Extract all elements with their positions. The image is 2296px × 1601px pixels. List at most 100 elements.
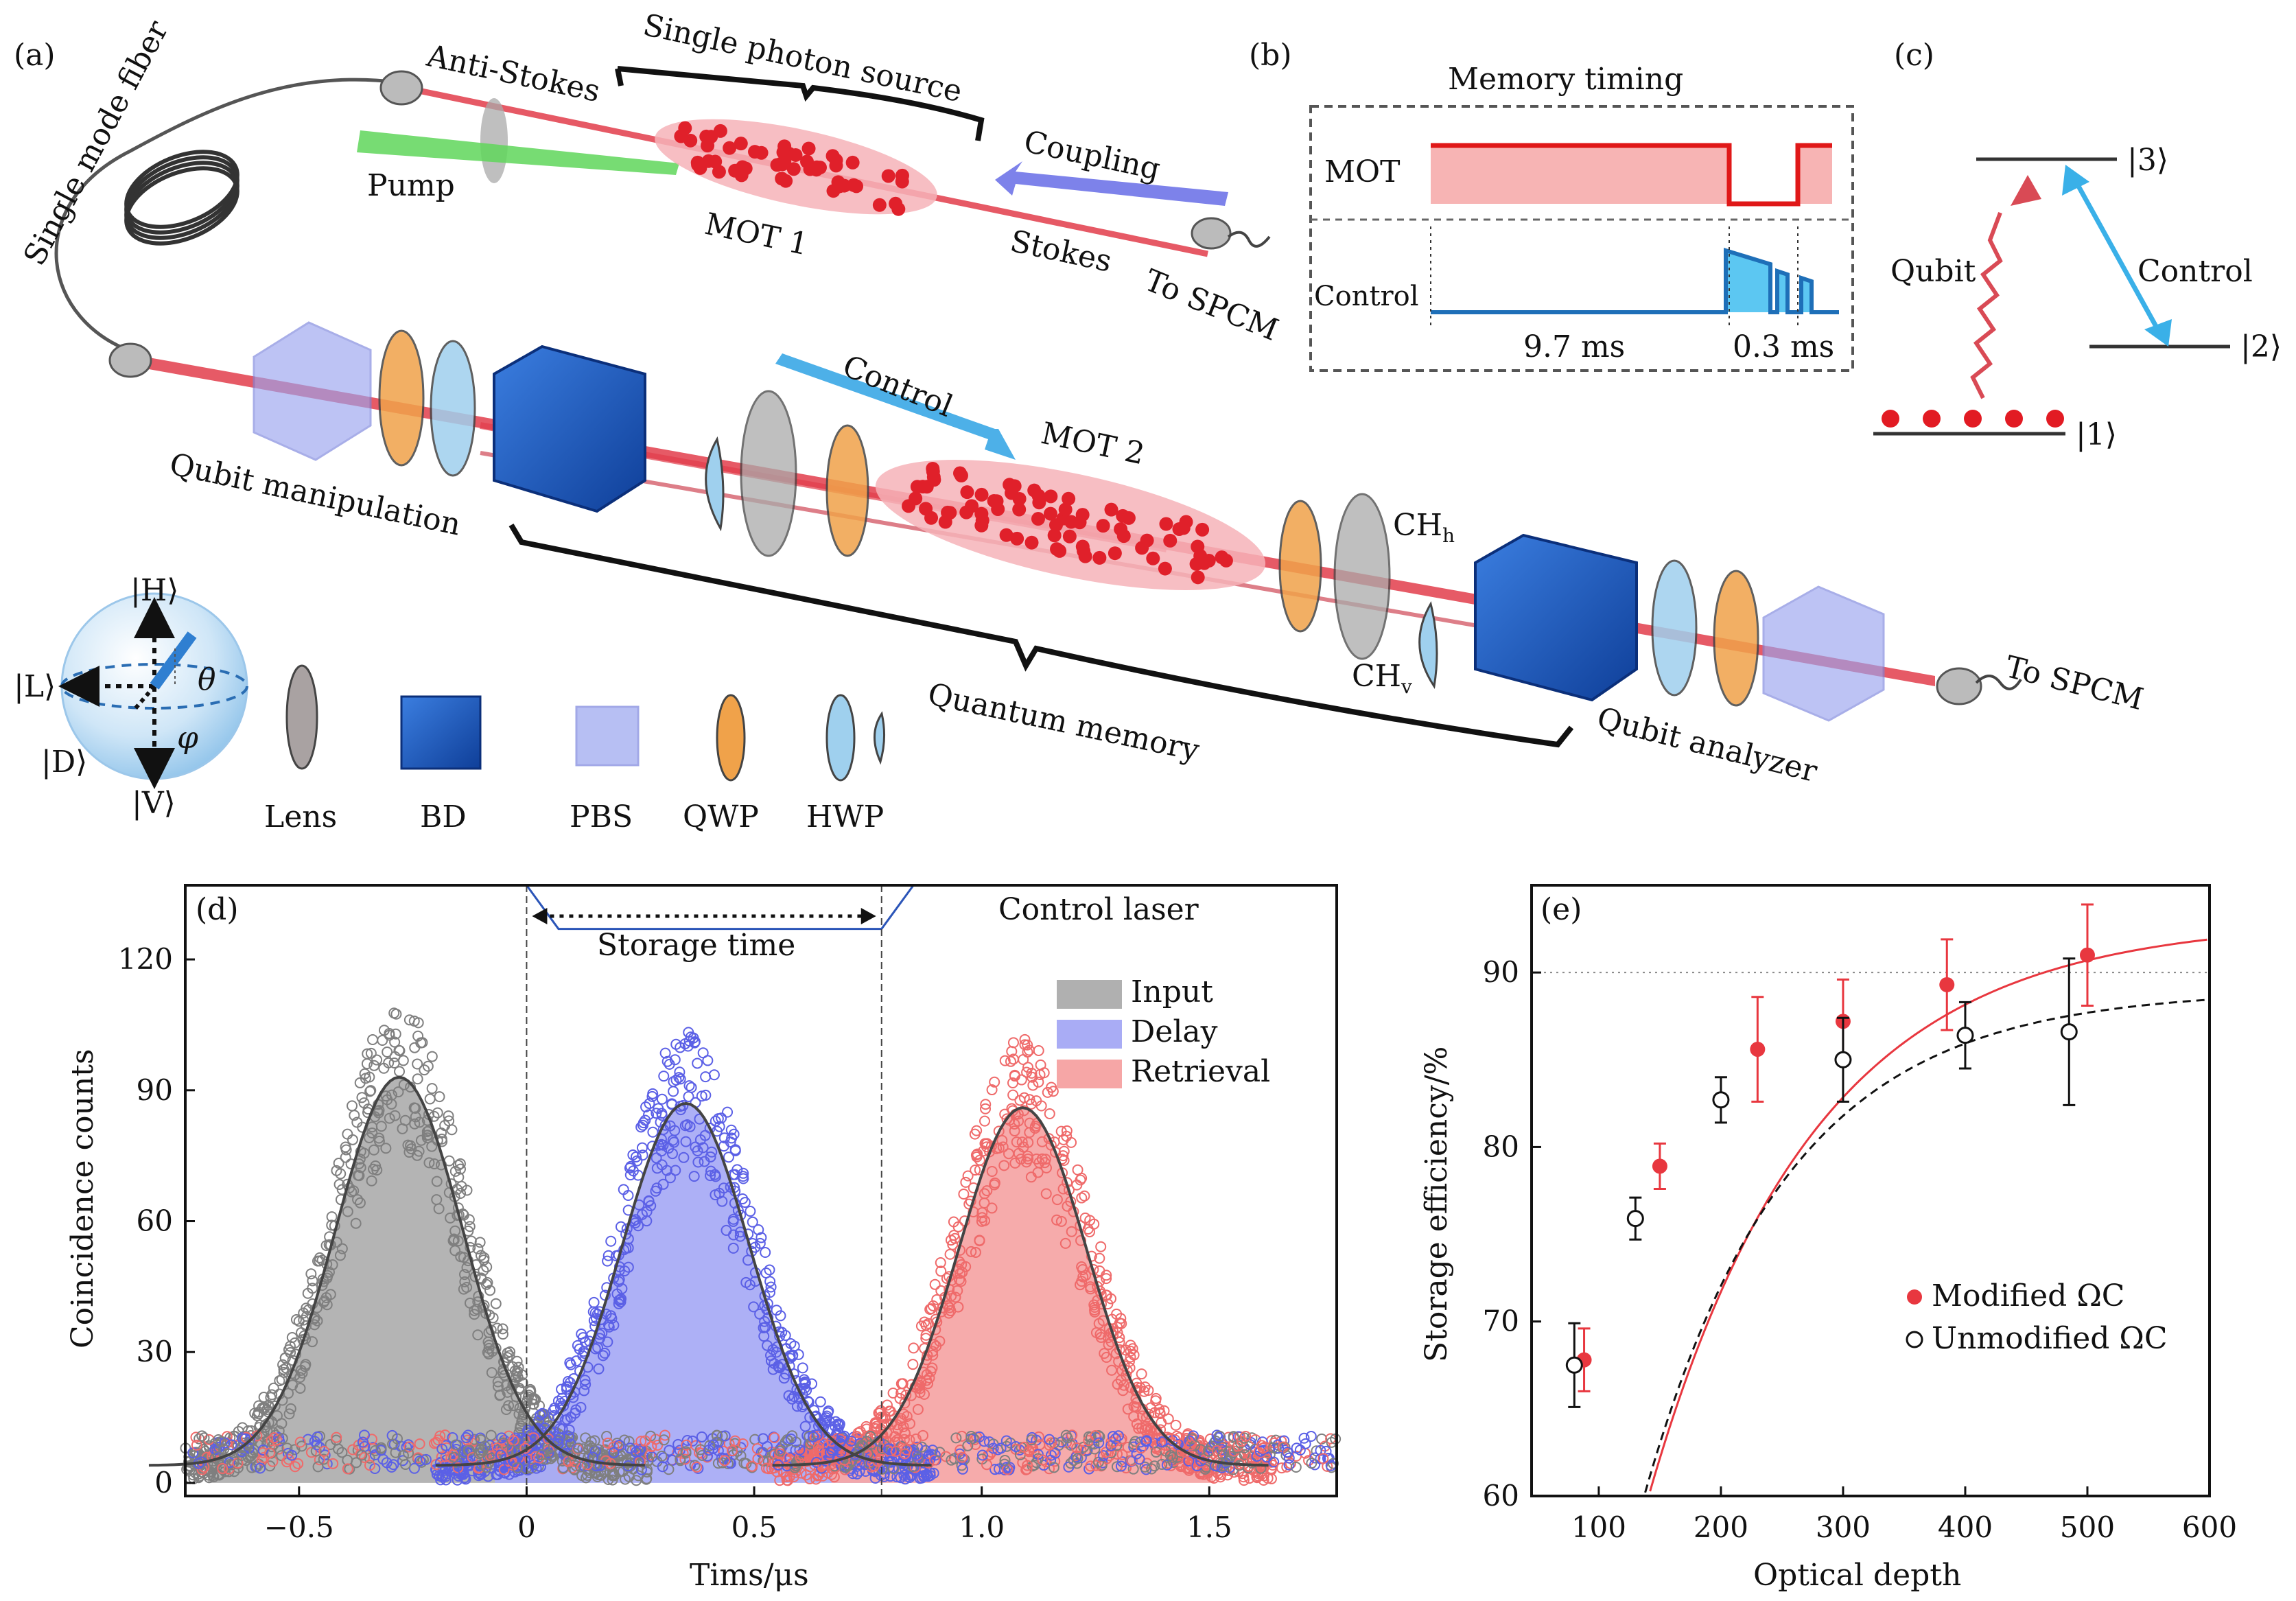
data-point — [367, 1033, 379, 1045]
mot2-atom — [960, 485, 974, 500]
mot2-atom — [1075, 508, 1090, 522]
mot2-atom — [1096, 519, 1110, 533]
data-point — [711, 1436, 723, 1448]
data-point — [700, 1071, 712, 1083]
data-point — [807, 1431, 819, 1442]
data-point — [944, 1302, 955, 1313]
data-point — [683, 1080, 695, 1092]
mot1-atom — [895, 174, 909, 189]
data-point — [911, 1449, 922, 1460]
data-point — [1305, 1430, 1317, 1442]
data-point — [453, 1159, 465, 1171]
data-point — [1186, 1433, 1197, 1445]
data-point — [1035, 1059, 1046, 1071]
data-point — [369, 1449, 381, 1461]
data-point — [1066, 1136, 1077, 1148]
data-point — [712, 1113, 724, 1125]
data-point — [989, 1076, 1000, 1088]
data-point — [705, 1170, 716, 1182]
data-point — [935, 1265, 947, 1277]
label-t2: 0.3 ms — [1733, 329, 1834, 364]
data-point — [651, 1182, 663, 1194]
data-point — [613, 1298, 624, 1309]
data-point — [1143, 1385, 1154, 1397]
data-point — [373, 1107, 384, 1119]
data-point — [787, 1349, 799, 1361]
data-point — [412, 1073, 423, 1085]
data-point — [965, 1431, 977, 1442]
d-xlabel: Tims/μs — [690, 1558, 809, 1593]
data-point — [1116, 1318, 1127, 1329]
data-point — [640, 1114, 651, 1126]
data-point — [1009, 1125, 1020, 1137]
data-point — [871, 1417, 882, 1429]
data-point — [434, 1091, 445, 1103]
data-point — [334, 1250, 346, 1261]
data-point — [1320, 1445, 1332, 1457]
modified-fit-curve — [1649, 938, 2207, 1492]
hwp-left — [430, 340, 476, 477]
data-point — [274, 1375, 285, 1387]
data-point — [957, 1451, 968, 1463]
panel-b-title: Memory timing — [1448, 62, 1683, 97]
data-point — [712, 1430, 723, 1442]
data-point — [1089, 1302, 1101, 1313]
data-point — [342, 1206, 353, 1217]
data-point — [561, 1381, 573, 1393]
data-point — [737, 1171, 749, 1182]
data-point — [729, 1145, 741, 1156]
data-point — [669, 1054, 681, 1066]
data-point — [213, 1434, 224, 1446]
data-point — [1026, 1434, 1038, 1446]
data-point — [246, 1462, 258, 1473]
data-point — [226, 1459, 238, 1471]
data-point — [895, 1413, 907, 1425]
data-point — [380, 1090, 392, 1102]
data-point — [633, 1220, 644, 1232]
data-point — [683, 1090, 694, 1102]
data-point — [1016, 1136, 1028, 1148]
data-point — [496, 1432, 508, 1444]
data-point — [601, 1282, 613, 1294]
data-point — [907, 1359, 919, 1370]
data-point — [1203, 1445, 1215, 1457]
label-qubit-c: Qubit — [1890, 254, 1976, 289]
data-point — [624, 1162, 635, 1174]
data-point — [426, 1141, 438, 1152]
data-point — [519, 1455, 530, 1466]
unmodified-point — [2060, 1023, 2078, 1041]
data-point — [593, 1363, 605, 1375]
data-point — [228, 1456, 239, 1468]
data-point — [692, 1156, 704, 1168]
data-point — [387, 1438, 399, 1450]
data-point — [1025, 1171, 1037, 1183]
data-point — [764, 1264, 775, 1276]
data-point — [682, 1040, 694, 1052]
data-point — [1090, 1460, 1102, 1471]
data-point — [487, 1346, 498, 1357]
data-point — [979, 1436, 990, 1447]
mot-timing-line — [1431, 143, 1832, 207]
unmodified-point — [1626, 1210, 1644, 1228]
data-point — [257, 1444, 269, 1456]
panel-b-label: (b) — [1249, 38, 1292, 73]
data-point — [911, 1441, 923, 1453]
data-point — [995, 1442, 1007, 1454]
data-point — [658, 1071, 670, 1082]
data-point — [970, 1165, 981, 1176]
data-point — [217, 1462, 229, 1474]
data-point — [608, 1441, 620, 1453]
data-point — [775, 1310, 786, 1322]
data-point — [414, 1438, 425, 1450]
data-point — [744, 1279, 755, 1291]
data-point — [490, 1298, 502, 1309]
data-point — [325, 1289, 336, 1300]
data-point — [963, 1198, 975, 1210]
qubit-wavy-arrow — [1970, 211, 2003, 399]
data-point — [484, 1285, 496, 1296]
sphere-phi: φ — [177, 721, 198, 756]
data-point — [679, 1453, 691, 1465]
legend-lens: Lens — [264, 799, 337, 834]
data-point — [1240, 1430, 1252, 1442]
data-point — [518, 1437, 530, 1449]
